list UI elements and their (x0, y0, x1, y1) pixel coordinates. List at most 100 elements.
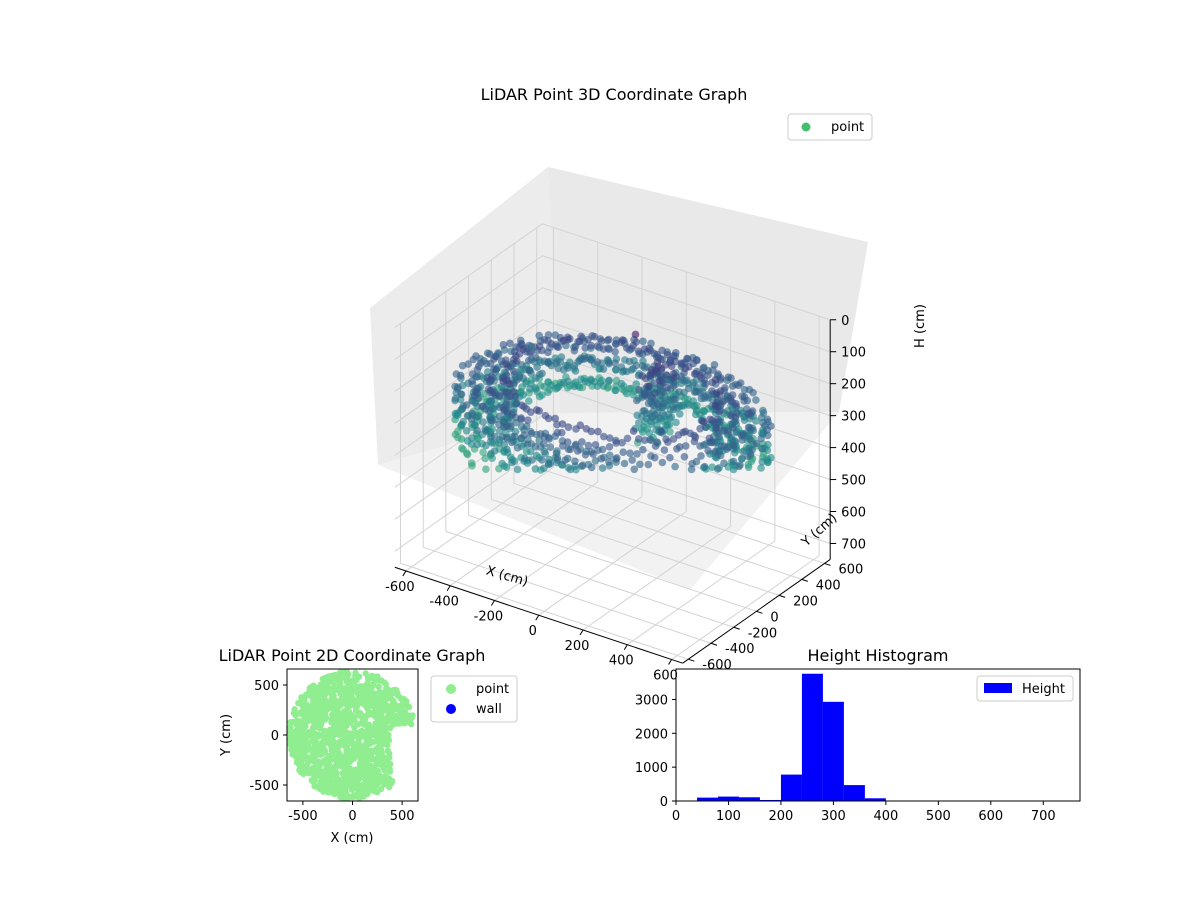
plot2d-point (376, 759, 383, 766)
plot2d-point (344, 793, 351, 800)
plot2d-ytick-label: 0 (271, 729, 279, 744)
plot3d-point (525, 356, 533, 365)
plot3d-point (518, 383, 526, 391)
plot3d-ytick-mark (801, 578, 808, 582)
plot3d-point (540, 383, 549, 391)
plot3d-point (683, 354, 691, 363)
plot3d-point (527, 429, 536, 438)
plot3d-point (729, 441, 738, 450)
plot2d-point (358, 727, 365, 734)
plot2d-point (293, 730, 301, 737)
plot3d-point (745, 435, 754, 443)
plot3d-point (639, 337, 647, 346)
plot2d-point (339, 685, 346, 692)
plot3d-point (467, 440, 476, 448)
hist-xtick-label: 700 (1031, 809, 1056, 824)
plot2d-point (370, 703, 378, 710)
plot2d-point (377, 696, 384, 703)
plot3d-point (520, 454, 529, 463)
plot2d-point (328, 717, 335, 724)
plot3d-point (663, 350, 672, 359)
plot2d-point (321, 727, 328, 735)
plot3d-point (704, 371, 712, 379)
plot3d-xtick-mark (535, 614, 540, 621)
plot3d-point (611, 359, 619, 367)
plot3d-point (629, 342, 637, 350)
plot2d-point (297, 747, 304, 754)
plot2d-point (342, 727, 349, 735)
plot2d-point (314, 758, 321, 765)
hist-bar (780, 774, 802, 801)
plot2d-legend-point-marker (446, 684, 456, 694)
plot3d-point (623, 367, 631, 376)
plot3d-point (752, 396, 760, 404)
plot2d-point (386, 768, 394, 775)
plot2d-point (368, 689, 375, 697)
plot3d-point (540, 447, 549, 456)
plot2d-point (314, 696, 321, 703)
plot3d-point (509, 387, 518, 396)
plot3d-point (644, 399, 653, 408)
plot3d-point (522, 422, 531, 431)
plot3d-point (597, 337, 606, 345)
hist-bars (696, 673, 1075, 801)
plot3d-point (611, 348, 619, 356)
plot3d-xaxis-line (394, 566, 683, 664)
plot3d-point (470, 391, 479, 400)
plot3d-point (704, 446, 712, 455)
plot2d-point (318, 768, 325, 775)
plot2d-point (303, 734, 310, 741)
plot3d-point (658, 458, 667, 467)
plot3d-point (581, 451, 590, 459)
plot2d-point (328, 695, 336, 702)
plot3d-point (701, 380, 710, 388)
plot2d-point (367, 709, 374, 716)
plot3d-point (611, 386, 619, 395)
plot2d-point (302, 722, 309, 730)
plot3d-point (525, 366, 533, 375)
plot3d-point (729, 457, 738, 466)
plot2d-point (387, 760, 394, 768)
plot2d-point (375, 683, 382, 690)
plot2d-point (362, 670, 369, 677)
plot3d-ztick-label: 100 (841, 346, 866, 361)
plot3d-point (593, 358, 602, 366)
plot2d-point (343, 669, 350, 676)
plot3d-point (728, 382, 737, 390)
plot3d-point (713, 465, 722, 473)
plot3d-point (553, 456, 562, 464)
plot3d-point (581, 377, 589, 386)
histogram: Height Histogram 0 100 200 300 400 500 600 7000… (635, 646, 1081, 824)
plot2d-legend: point wall (430, 675, 518, 723)
plot3d-point (482, 465, 490, 474)
plot3d-point (653, 400, 662, 408)
plot2d-point (296, 699, 303, 707)
plot2d-point (366, 754, 373, 762)
plot3d-point (711, 401, 720, 410)
plot2d-point (329, 725, 337, 732)
plot3d-point (605, 359, 613, 368)
plot3d-point (667, 362, 676, 371)
plot3d-point (457, 435, 466, 443)
grid3d-left-z (394, 223, 543, 328)
plot2d-point (328, 785, 335, 792)
hist-bar (822, 701, 844, 801)
plot2d-point (313, 714, 320, 721)
plot3d-point (639, 407, 647, 415)
plot2d-point (334, 707, 341, 715)
plot2d-point (289, 741, 297, 748)
plot3d-point (744, 452, 752, 461)
plot3d-point (535, 392, 544, 401)
plot3d-point (463, 450, 472, 459)
plot3d-point (533, 363, 541, 371)
plot3d-point (559, 379, 568, 387)
plot3d-point (600, 432, 608, 441)
plot2d-point (339, 737, 347, 744)
plot3d-point (605, 345, 613, 354)
plot2d-point (377, 712, 385, 719)
plot3d-point (575, 337, 584, 346)
plot3d-point (611, 366, 620, 374)
plot3d-point (458, 361, 467, 370)
plot3d-point (605, 458, 613, 466)
